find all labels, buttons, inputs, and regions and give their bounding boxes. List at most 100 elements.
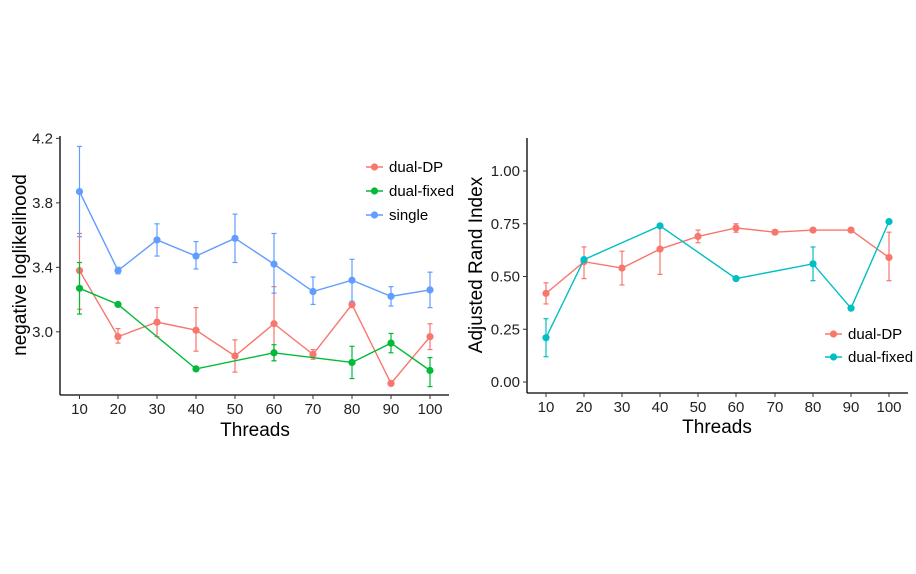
x-tick-label: 100: [417, 401, 442, 418]
data-point: [732, 275, 740, 283]
series-line: [78, 191, 431, 298]
x-tick-label: 30: [149, 401, 166, 418]
y-tick-label: 3.0: [32, 324, 53, 341]
x-tick-label: 20: [110, 401, 127, 418]
y-tick-label: 1.00: [491, 163, 520, 180]
data-point: [885, 253, 893, 262]
data-point: [542, 289, 550, 297]
data-point: [656, 245, 664, 253]
data-point: [114, 333, 122, 341]
legend-key-point: [829, 330, 838, 338]
legend-key-point: [829, 353, 838, 361]
data-point: [270, 320, 278, 328]
data-point: [387, 339, 395, 347]
data-point: [114, 300, 122, 309]
data-point: [75, 187, 84, 196]
x-tick-label: 100: [876, 399, 901, 416]
adjusted-rand-index-chart: 0.00 0.25 0.50 0.75 1.00 10 20 30 40 50 60 70 80 90 10…: [466, 138, 913, 438]
data-point: [387, 379, 395, 388]
data-point: [847, 304, 855, 312]
data-point: [231, 352, 239, 360]
x-tick-label: 50: [690, 399, 707, 416]
legend-label-dual-DP: dual-DP: [389, 159, 443, 176]
data-point: [618, 264, 626, 272]
data-point: [656, 222, 664, 230]
data-point: [309, 350, 317, 358]
x-tick-label: 90: [843, 399, 860, 416]
x-tick-label: 70: [767, 399, 784, 416]
y-tick-label: 0.25: [491, 321, 520, 338]
data-point: [348, 300, 356, 309]
x-tick-label: 10: [71, 401, 88, 418]
data-point: [732, 224, 740, 232]
data-point: [809, 226, 817, 234]
data-point: [192, 252, 200, 260]
y-tick-label: 0.50: [491, 269, 520, 286]
x-tick-label: 30: [614, 399, 631, 416]
x-tick-label: 60: [266, 401, 283, 418]
x-tick-label: 50: [227, 401, 244, 418]
data-point: [75, 284, 84, 292]
x-axis-title: Threads: [220, 420, 290, 441]
data-point: [192, 365, 200, 373]
loglikelihood-chart: 3.0 3.4 3.8 4.2 10 20 30 40 50 60 70 80 90 100 Threads…: [10, 130, 454, 441]
data-point: [809, 260, 817, 268]
data-point: [153, 236, 161, 244]
data-point: [270, 260, 278, 268]
data-point: [542, 334, 550, 342]
x-tick-label: 20: [576, 399, 593, 416]
data-point: [231, 234, 239, 242]
data-point: [348, 358, 356, 367]
series-dual-fixed: [75, 261, 434, 388]
series-line: [545, 221, 890, 338]
data-point: [348, 276, 356, 284]
data-point: [426, 286, 434, 294]
data-point: [153, 318, 161, 326]
data-point: [885, 218, 893, 226]
data-point: [114, 266, 122, 275]
legend-label-single: single: [389, 207, 428, 224]
data-point: [309, 287, 317, 296]
legend-label-dual-fixed: dual-fixed: [848, 349, 913, 366]
x-tick-label: 70: [305, 401, 322, 418]
x-tick-label: 40: [188, 401, 205, 418]
legend-key-point: [370, 211, 379, 219]
data-point: [694, 232, 702, 241]
y-tick-label: 0.00: [491, 374, 520, 391]
y-axis-title: negative loglikelihood: [10, 174, 31, 356]
y-tick-label: 0.75: [491, 216, 520, 233]
x-tick-label: 60: [728, 399, 745, 416]
series-dual-DP: [75, 232, 434, 388]
data-point: [771, 228, 779, 236]
x-axis-title: Threads: [682, 417, 752, 438]
legend: dual-DP dual-fixed single: [366, 159, 454, 224]
x-tick-label: 80: [805, 399, 822, 416]
series-line: [545, 227, 890, 294]
data-point: [426, 366, 434, 375]
series-line: [79, 287, 431, 372]
series-dual-DP: [542, 223, 893, 305]
legend-key-point: [370, 163, 379, 171]
series-single: [75, 145, 434, 309]
series-line: [78, 270, 431, 385]
data-point: [847, 226, 855, 234]
x-tick-label: 10: [538, 399, 555, 416]
x-tick-label: 90: [383, 401, 400, 418]
y-tick-label: 4.2: [32, 130, 53, 147]
data-point: [580, 256, 588, 264]
data-point: [387, 292, 395, 300]
data-point: [192, 326, 200, 334]
y-tick-label: 3.4: [32, 259, 53, 276]
series-dual-fixed: [542, 218, 893, 358]
y-axis-title: Adjusted Rand Index: [466, 176, 487, 353]
legend-label-dual-fixed: dual-fixed: [389, 183, 454, 200]
data-point: [270, 349, 278, 357]
legend-key-point: [370, 187, 379, 195]
legend: dual-DP dual-fixed: [825, 326, 913, 366]
x-tick-label: 40: [652, 399, 669, 416]
x-tick-label: 80: [344, 401, 361, 418]
data-point: [426, 333, 434, 341]
y-tick-label: 3.8: [32, 195, 53, 212]
legend-label-dual-DP: dual-DP: [848, 326, 902, 343]
